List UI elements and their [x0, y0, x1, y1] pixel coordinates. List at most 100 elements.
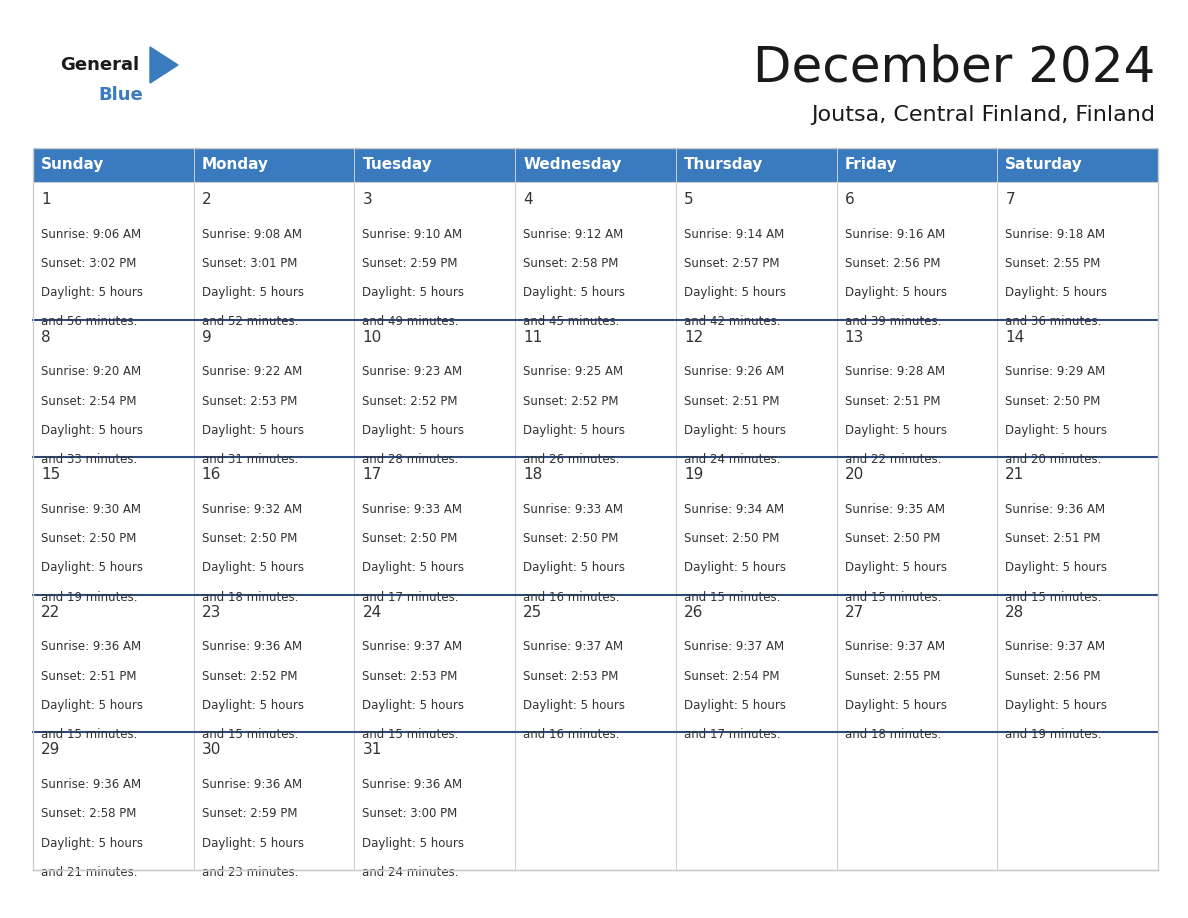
- Text: Sunset: 2:50 PM: Sunset: 2:50 PM: [1005, 395, 1100, 408]
- Text: Sunrise: 9:08 AM: Sunrise: 9:08 AM: [202, 228, 302, 241]
- Bar: [997, 182, 1158, 319]
- Text: Daylight: 5 hours: Daylight: 5 hours: [684, 424, 785, 437]
- Bar: [676, 457, 836, 595]
- Text: Sunrise: 9:33 AM: Sunrise: 9:33 AM: [362, 503, 462, 516]
- Text: 29: 29: [42, 743, 61, 757]
- Text: Sunset: 2:59 PM: Sunset: 2:59 PM: [202, 807, 297, 821]
- Text: Daylight: 5 hours: Daylight: 5 hours: [1005, 424, 1107, 437]
- Bar: [676, 148, 836, 182]
- Text: and 56 minutes.: and 56 minutes.: [42, 316, 138, 329]
- Text: Sunset: 2:50 PM: Sunset: 2:50 PM: [684, 532, 779, 545]
- Text: Sunset: 3:01 PM: Sunset: 3:01 PM: [202, 257, 297, 270]
- Text: 3: 3: [362, 192, 372, 207]
- Bar: [354, 457, 516, 595]
- Bar: [836, 595, 997, 733]
- Bar: [33, 733, 194, 870]
- Text: Daylight: 5 hours: Daylight: 5 hours: [42, 699, 143, 712]
- Text: 7: 7: [1005, 192, 1015, 207]
- Bar: [676, 595, 836, 733]
- Text: Sunset: 2:52 PM: Sunset: 2:52 PM: [362, 395, 457, 408]
- Text: Daylight: 5 hours: Daylight: 5 hours: [523, 286, 625, 299]
- Text: and 24 minutes.: and 24 minutes.: [362, 866, 459, 879]
- Text: 8: 8: [42, 330, 51, 344]
- Bar: [33, 148, 1158, 870]
- Bar: [33, 595, 194, 733]
- Bar: [516, 457, 676, 595]
- Text: 18: 18: [523, 467, 543, 482]
- Bar: [516, 148, 676, 182]
- Text: 14: 14: [1005, 330, 1024, 344]
- Bar: [516, 182, 676, 319]
- Text: Daylight: 5 hours: Daylight: 5 hours: [523, 562, 625, 575]
- Text: Daylight: 5 hours: Daylight: 5 hours: [1005, 286, 1107, 299]
- Text: Saturday: Saturday: [1005, 158, 1083, 173]
- Text: Daylight: 5 hours: Daylight: 5 hours: [1005, 699, 1107, 712]
- Text: Sunrise: 9:06 AM: Sunrise: 9:06 AM: [42, 228, 141, 241]
- Text: 10: 10: [362, 330, 381, 344]
- Text: Daylight: 5 hours: Daylight: 5 hours: [1005, 562, 1107, 575]
- Text: 27: 27: [845, 605, 864, 620]
- Bar: [997, 457, 1158, 595]
- Text: 30: 30: [202, 743, 221, 757]
- Text: and 19 minutes.: and 19 minutes.: [42, 590, 138, 604]
- Text: and 15 minutes.: and 15 minutes.: [362, 728, 459, 741]
- Text: Sunset: 2:51 PM: Sunset: 2:51 PM: [845, 395, 940, 408]
- Text: and 52 minutes.: and 52 minutes.: [202, 316, 298, 329]
- Text: 16: 16: [202, 467, 221, 482]
- Bar: [836, 148, 997, 182]
- Text: and 15 minutes.: and 15 minutes.: [845, 590, 941, 604]
- Text: Daylight: 5 hours: Daylight: 5 hours: [42, 286, 143, 299]
- Text: 4: 4: [523, 192, 532, 207]
- Text: Daylight: 5 hours: Daylight: 5 hours: [202, 424, 304, 437]
- Text: Sunrise: 9:37 AM: Sunrise: 9:37 AM: [1005, 641, 1105, 654]
- Text: 26: 26: [684, 605, 703, 620]
- Text: Daylight: 5 hours: Daylight: 5 hours: [362, 424, 465, 437]
- Text: Sunrise: 9:34 AM: Sunrise: 9:34 AM: [684, 503, 784, 516]
- Bar: [354, 182, 516, 319]
- Bar: [516, 733, 676, 870]
- Text: Sunrise: 9:35 AM: Sunrise: 9:35 AM: [845, 503, 944, 516]
- Bar: [836, 733, 997, 870]
- Text: Sunset: 2:51 PM: Sunset: 2:51 PM: [1005, 532, 1101, 545]
- Text: Sunrise: 9:10 AM: Sunrise: 9:10 AM: [362, 228, 462, 241]
- Bar: [836, 319, 997, 457]
- Text: Sunset: 2:50 PM: Sunset: 2:50 PM: [202, 532, 297, 545]
- Text: 24: 24: [362, 605, 381, 620]
- Bar: [33, 457, 194, 595]
- Bar: [33, 319, 194, 457]
- Text: 19: 19: [684, 467, 703, 482]
- Text: Sunset: 2:54 PM: Sunset: 2:54 PM: [42, 395, 137, 408]
- Text: and 17 minutes.: and 17 minutes.: [684, 728, 781, 741]
- Bar: [33, 182, 194, 319]
- Text: Sunset: 3:02 PM: Sunset: 3:02 PM: [42, 257, 137, 270]
- Text: Sunrise: 9:26 AM: Sunrise: 9:26 AM: [684, 365, 784, 378]
- Text: Daylight: 5 hours: Daylight: 5 hours: [845, 562, 947, 575]
- Text: 1: 1: [42, 192, 51, 207]
- Text: Sunrise: 9:22 AM: Sunrise: 9:22 AM: [202, 365, 302, 378]
- Text: 25: 25: [523, 605, 543, 620]
- Bar: [836, 457, 997, 595]
- Text: Daylight: 5 hours: Daylight: 5 hours: [42, 424, 143, 437]
- Text: Friday: Friday: [845, 158, 897, 173]
- Text: and 19 minutes.: and 19 minutes.: [1005, 728, 1101, 741]
- Text: and 28 minutes.: and 28 minutes.: [362, 453, 459, 466]
- Text: 11: 11: [523, 330, 543, 344]
- Text: Daylight: 5 hours: Daylight: 5 hours: [202, 836, 304, 849]
- Text: and 49 minutes.: and 49 minutes.: [362, 316, 459, 329]
- Text: 9: 9: [202, 330, 211, 344]
- Text: and 15 minutes.: and 15 minutes.: [684, 590, 781, 604]
- Text: Sunset: 2:50 PM: Sunset: 2:50 PM: [362, 532, 457, 545]
- Bar: [676, 733, 836, 870]
- Text: Thursday: Thursday: [684, 158, 763, 173]
- Text: Daylight: 5 hours: Daylight: 5 hours: [523, 699, 625, 712]
- Bar: [836, 182, 997, 319]
- Text: 21: 21: [1005, 467, 1024, 482]
- Text: 23: 23: [202, 605, 221, 620]
- Text: Sunset: 2:59 PM: Sunset: 2:59 PM: [362, 257, 457, 270]
- Text: Daylight: 5 hours: Daylight: 5 hours: [202, 699, 304, 712]
- Text: and 33 minutes.: and 33 minutes.: [42, 453, 138, 466]
- Text: Tuesday: Tuesday: [362, 158, 432, 173]
- Text: Daylight: 5 hours: Daylight: 5 hours: [362, 286, 465, 299]
- Text: and 15 minutes.: and 15 minutes.: [1005, 590, 1101, 604]
- Bar: [354, 733, 516, 870]
